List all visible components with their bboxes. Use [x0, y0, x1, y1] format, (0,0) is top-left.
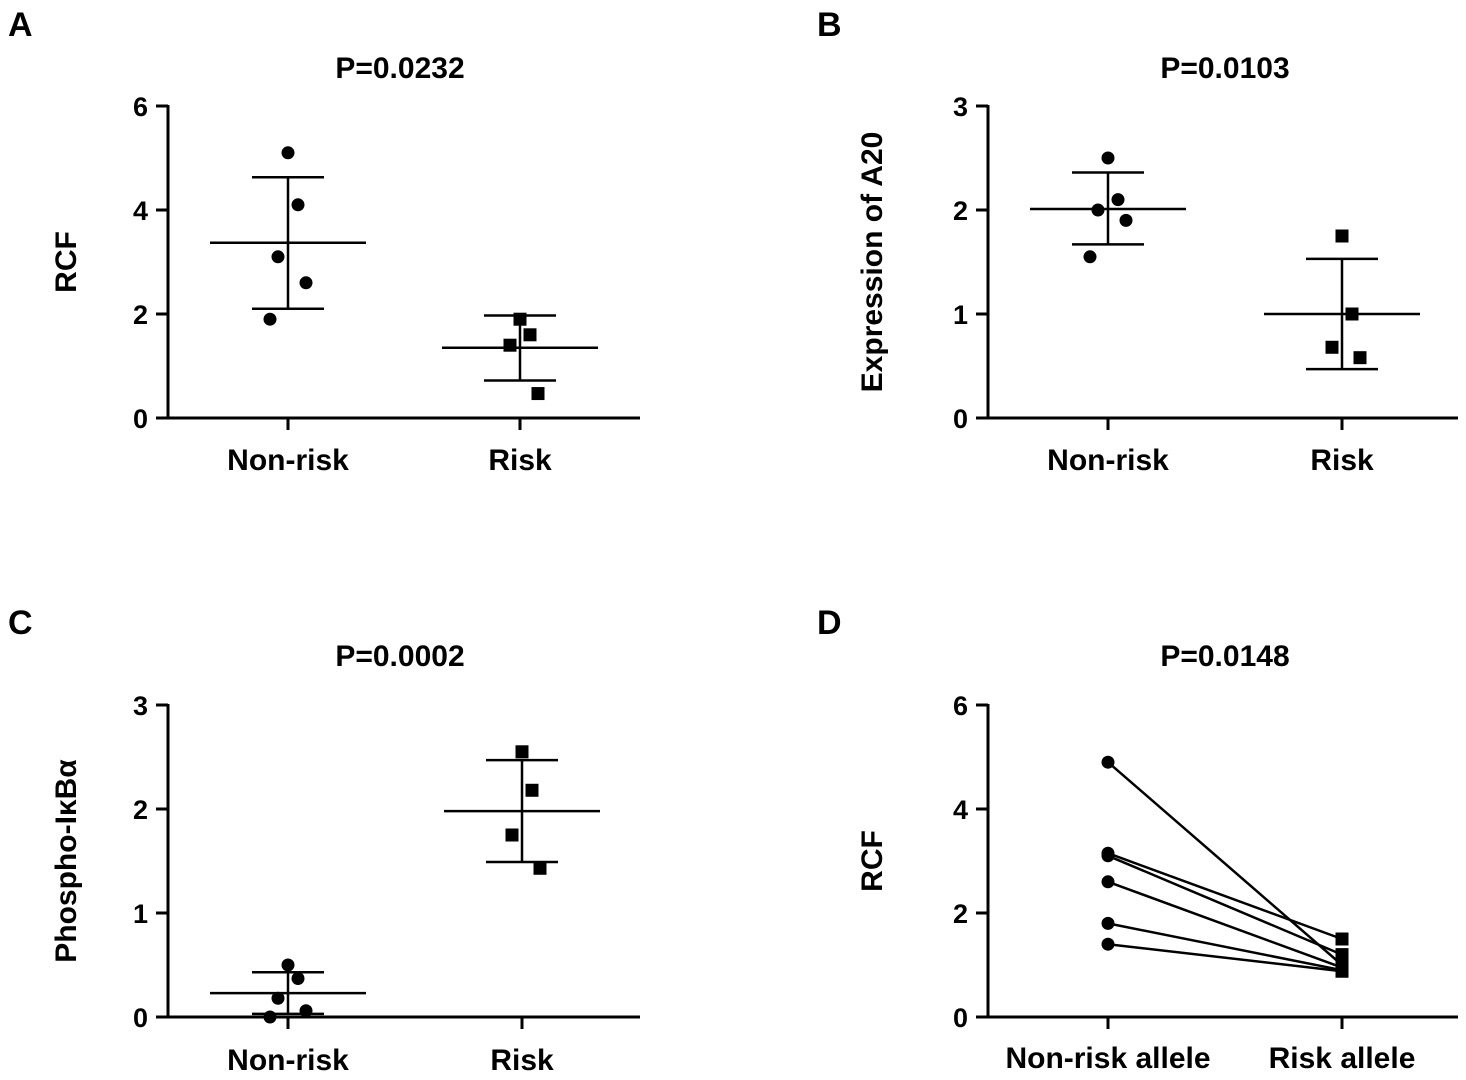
- y-tick-label: 1: [133, 899, 148, 929]
- data-point: [1101, 916, 1115, 930]
- data-point: [533, 861, 547, 875]
- x-category-label: Risk: [1310, 444, 1374, 477]
- data-point: [299, 276, 313, 290]
- data-point: [1335, 948, 1349, 962]
- data-point: [281, 958, 295, 972]
- x-category-label: Risk: [488, 444, 552, 477]
- data-point: [513, 312, 527, 326]
- data-point: [531, 387, 545, 401]
- panel-letter: B: [817, 6, 842, 44]
- data-point: [1101, 875, 1115, 889]
- data-point: [263, 312, 277, 326]
- data-point: [505, 828, 519, 842]
- panel-letter: D: [817, 604, 842, 642]
- y-tick-label: 2: [133, 300, 148, 330]
- chart-title: P=0.0232: [335, 52, 464, 85]
- data-point: [1083, 250, 1097, 264]
- data-point: [1335, 229, 1349, 243]
- y-tick-label: 6: [133, 92, 148, 122]
- y-tick-label: 0: [953, 404, 968, 434]
- data-point: [1101, 849, 1115, 863]
- data-point: [1111, 193, 1125, 207]
- x-category-label: Non-risk: [227, 444, 349, 477]
- y-axis-label: Phospho-IκBα: [50, 759, 83, 963]
- panel-c: C P=0.0002 Phospho-IκBα 0 1 2 3 Non-risk Risk: [8, 604, 640, 1077]
- data-point: [1091, 203, 1105, 217]
- y-tick-label: 0: [133, 404, 148, 434]
- y-tick-label: 0: [953, 1003, 968, 1033]
- y-tick-label: 3: [133, 691, 148, 721]
- x-category-label: Risk: [490, 1044, 554, 1077]
- chart-title: P=0.0148: [1160, 640, 1289, 673]
- y-tick-label: 2: [953, 899, 968, 929]
- panel-letter: C: [8, 604, 33, 642]
- y-tick-label: 3: [953, 92, 968, 122]
- data-point: [525, 783, 539, 797]
- x-category-label: Risk allele: [1269, 1042, 1416, 1075]
- data-point: [515, 745, 529, 759]
- data-point: [291, 972, 305, 986]
- data-point: [299, 1004, 313, 1018]
- x-category-label: Non-risk allele: [1005, 1042, 1210, 1075]
- panel-letter: A: [8, 6, 33, 44]
- y-tick-label: 0: [133, 1003, 148, 1033]
- data-point: [1325, 340, 1339, 354]
- y-tick-label: 4: [133, 196, 148, 226]
- data-point: [271, 991, 285, 1005]
- data-point: [263, 1010, 277, 1024]
- y-tick-label: 2: [953, 196, 968, 226]
- y-tick-label: 1: [953, 300, 968, 330]
- pair-line: [1107, 852, 1343, 941]
- data-point: [281, 146, 295, 160]
- data-point: [1335, 964, 1349, 978]
- data-point: [1345, 307, 1359, 321]
- data-point: [1119, 213, 1133, 227]
- pair-line: [1107, 942, 1343, 973]
- pair-line: [1107, 854, 1343, 956]
- panel-d: D P=0.0148 RCF 0 2 4 6 Non-risk allele Risk alle…: [817, 604, 1458, 1075]
- panel-a: A P=0.0232 RCF 0 2 4 6 Non-risk Risk: [8, 6, 640, 477]
- data-point: [1353, 351, 1367, 365]
- data-point: [291, 198, 305, 212]
- pair-line: [1107, 761, 1343, 966]
- y-axis-label: RCF: [50, 231, 83, 293]
- y-tick-label: 2: [133, 795, 148, 825]
- chart-title: P=0.0103: [1160, 52, 1289, 85]
- data-point: [1101, 937, 1115, 951]
- x-category-label: Non-risk: [227, 1044, 349, 1077]
- data-point: [271, 250, 285, 264]
- y-axis-label: RCF: [856, 830, 889, 892]
- y-tick-label: 4: [953, 795, 968, 825]
- chart-title: P=0.0002: [335, 640, 464, 673]
- y-tick-label: 6: [953, 691, 968, 721]
- pair-line: [1107, 922, 1343, 972]
- data-point: [1101, 151, 1115, 165]
- data-point: [1335, 932, 1349, 946]
- data-point: [1101, 755, 1115, 769]
- panel-b: B P=0.0103 Expression of A20 0 1 2 3 Non-risk Ri…: [817, 6, 1458, 477]
- data-point: [523, 328, 537, 342]
- data-point: [503, 338, 517, 352]
- pair-line: [1107, 880, 1343, 969]
- y-axis-label: Expression of A20: [856, 132, 889, 393]
- x-category-label: Non-risk: [1047, 444, 1169, 477]
